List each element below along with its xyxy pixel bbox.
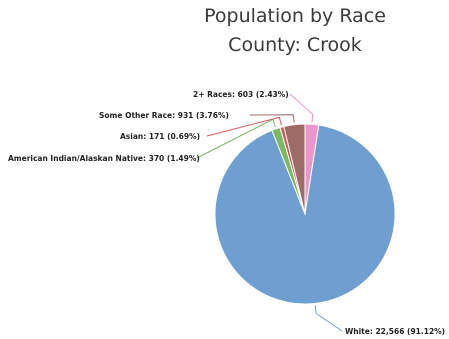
chart-title: Population by Race bbox=[204, 5, 386, 27]
pie-slice-white[interactable] bbox=[214, 124, 396, 305]
connector-line bbox=[206, 116, 282, 137]
chart-subtitle: County: Crook bbox=[228, 34, 362, 56]
slice-label: 2+ Races: 603 (2.43%) bbox=[193, 90, 289, 99]
slice-label: White: 22,566 (91.12%) bbox=[345, 327, 445, 336]
connector-line bbox=[314, 305, 343, 332]
connector-line bbox=[249, 114, 295, 123]
connector-line bbox=[289, 93, 314, 123]
slice-label: American Indian/Alaskan Native: 370 (1.4… bbox=[8, 154, 200, 163]
slice-label: Asian: 171 (0.69%) bbox=[120, 132, 200, 141]
slice-label: Some Other Race: 931 (3.76%) bbox=[99, 111, 229, 120]
pie-slice-some-other-race[interactable] bbox=[283, 123, 306, 215]
